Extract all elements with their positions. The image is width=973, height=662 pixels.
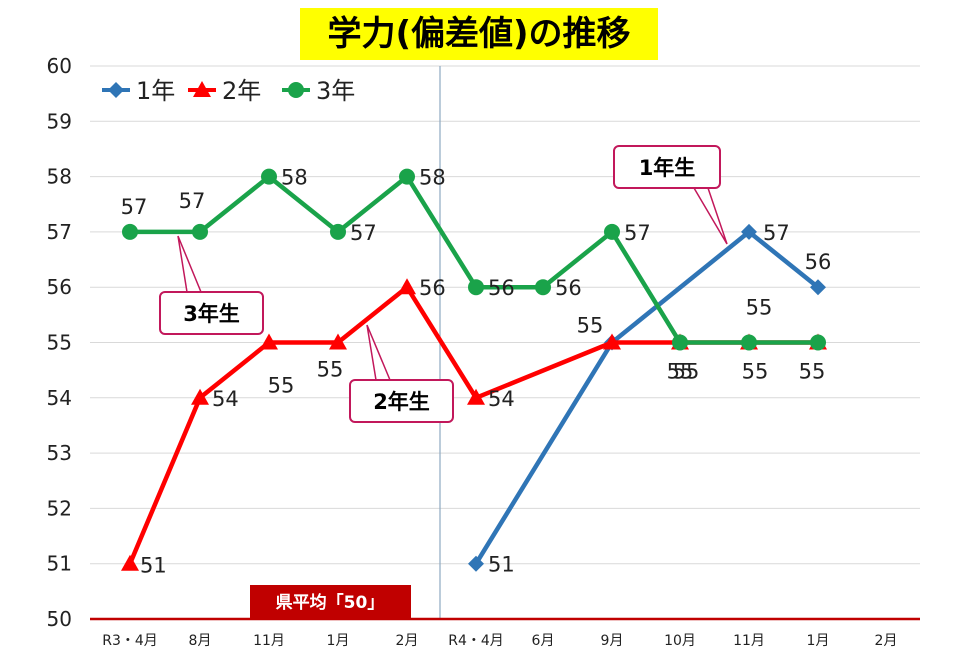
data-point-diamond xyxy=(741,223,757,240)
callout-box xyxy=(349,379,454,423)
gridlines: 県平均「50」 xyxy=(90,65,920,621)
data-label: 56 xyxy=(805,250,832,274)
data-label: 51 xyxy=(140,554,167,578)
y-tick-label: 52 xyxy=(47,496,72,520)
data-point-diamond xyxy=(810,279,826,296)
y-tick-label: 57 xyxy=(47,220,72,244)
data-label: 57 xyxy=(350,221,377,245)
legend-item: 2年 xyxy=(188,77,261,105)
data-label: 55 xyxy=(746,296,773,320)
data-label: 55 xyxy=(577,314,604,338)
data-point-triangle xyxy=(121,554,139,571)
data-label: 55 xyxy=(317,358,344,382)
data-label: 55 xyxy=(268,374,295,398)
chart-title: 学力(偏差値)の推移 xyxy=(300,8,658,60)
x-tick-label: R3・4月 xyxy=(102,633,158,649)
callout-pointer xyxy=(366,324,391,381)
data-label: 57 xyxy=(179,189,206,213)
data-label: 51 xyxy=(488,553,515,577)
data-label: 56 xyxy=(555,276,582,300)
y-tick-label: 55 xyxy=(47,331,72,355)
data-point-circle xyxy=(288,82,304,98)
callout-pointer xyxy=(693,187,728,245)
data-label: 54 xyxy=(212,387,239,411)
callouts: 1年生 2年生 3年生 xyxy=(159,145,728,423)
data-label: 55 xyxy=(673,360,700,384)
data-point-triangle xyxy=(603,333,621,350)
data-point-circle xyxy=(741,334,757,351)
x-tick-label: 2月 xyxy=(396,633,419,649)
data-point-circle xyxy=(261,168,277,185)
data-label: 54 xyxy=(488,387,515,411)
legend: 1年 2年 3年 xyxy=(102,77,355,105)
callout-label: 1年生 xyxy=(639,156,696,180)
data-label: 57 xyxy=(121,195,148,219)
legend-label: 3年 xyxy=(316,77,355,105)
callout-box xyxy=(159,291,264,335)
series-1-nen: 51 57 56 xyxy=(468,221,831,577)
legend-item: 1年 xyxy=(102,77,175,105)
data-point-triangle xyxy=(329,333,347,350)
y-tick-label: 53 xyxy=(47,441,72,465)
reference-label: 県平均「50」 xyxy=(276,592,385,613)
callout-pointer xyxy=(177,235,202,293)
data-label: 56 xyxy=(488,276,515,300)
x-tick-label: 9月 xyxy=(601,633,624,649)
data-point-circle xyxy=(122,223,138,240)
x-tick-label: 1月 xyxy=(807,633,830,649)
callout-label: 2年生 xyxy=(373,390,430,414)
x-tick-label: R4・4月 xyxy=(448,633,504,649)
y-tick-label: 51 xyxy=(47,552,72,576)
legend-label: 1年 xyxy=(136,77,175,105)
data-point-triangle xyxy=(193,81,211,97)
data-label: 55 xyxy=(667,360,694,384)
data-point-triangle xyxy=(191,388,209,405)
x-tick-label: 8月 xyxy=(189,633,212,649)
x-tick-label: 11月 xyxy=(733,633,765,649)
y-tick-label: 58 xyxy=(47,165,72,189)
data-label: 57 xyxy=(763,221,790,245)
x-tick-label: 11月 xyxy=(253,633,285,649)
data-point-triangle xyxy=(467,388,485,405)
data-point-circle xyxy=(672,334,688,351)
data-label: 57 xyxy=(624,221,651,245)
data-point-circle xyxy=(604,223,620,240)
data-point-circle xyxy=(399,168,415,185)
y-tick-label: 60 xyxy=(47,54,72,78)
x-tick-label: 6月 xyxy=(532,633,555,649)
callout-label: 3年生 xyxy=(183,302,240,326)
data-point-diamond xyxy=(468,555,484,572)
data-point-circle xyxy=(192,223,208,240)
x-tick-label: 2月 xyxy=(875,633,898,649)
data-label: 55 xyxy=(799,360,826,384)
y-tick-label: 54 xyxy=(47,386,72,410)
data-point-triangle xyxy=(260,333,278,350)
x-tick-label: 1月 xyxy=(327,633,350,649)
data-point-circle xyxy=(330,223,346,240)
data-point-circle xyxy=(810,334,826,351)
data-label: 58 xyxy=(419,166,446,190)
callout-box xyxy=(613,145,721,189)
data-point-triangle xyxy=(398,278,416,295)
data-label: 58 xyxy=(281,166,308,190)
series-line xyxy=(474,229,820,565)
data-point-diamond xyxy=(108,82,124,98)
data-label: 55 xyxy=(742,360,769,384)
legend-item: 3年 xyxy=(282,77,355,105)
legend-label: 2年 xyxy=(222,77,261,105)
y-tick-label: 59 xyxy=(47,109,72,133)
data-point-circle xyxy=(468,279,484,296)
axis-labels: 50 51 52 53 54 55 56 57 58 59 60 R3・4月 8月 11月 1月 2月 R4・4… xyxy=(47,54,898,649)
y-tick-label: 56 xyxy=(47,275,72,299)
y-tick-label: 50 xyxy=(47,607,72,631)
data-label: 56 xyxy=(419,276,446,300)
reference-label-box xyxy=(250,585,411,618)
x-tick-label: 10月 xyxy=(664,633,696,649)
data-point-circle xyxy=(535,279,551,296)
